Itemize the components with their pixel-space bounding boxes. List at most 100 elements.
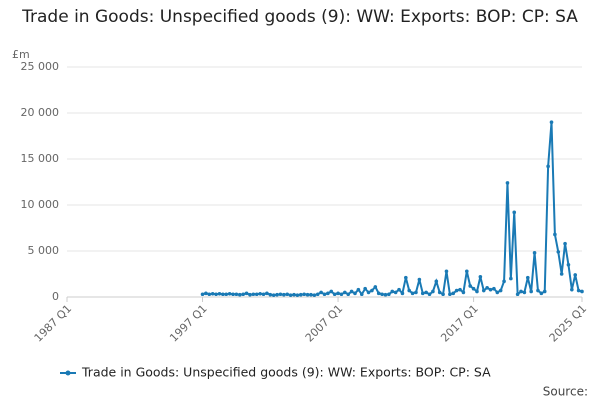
data-point	[536, 288, 540, 293]
data-point	[509, 276, 513, 281]
data-point	[224, 292, 229, 297]
data-point	[485, 286, 489, 290]
data-point	[292, 292, 296, 297]
data-point	[404, 275, 408, 280]
data-point	[204, 291, 208, 296]
data-point	[498, 288, 503, 293]
data-point	[200, 292, 205, 297]
data-point	[478, 274, 483, 279]
data-point	[329, 289, 334, 294]
data-point	[237, 292, 242, 297]
data-point	[241, 292, 245, 297]
y-tick-label: 0	[52, 290, 59, 303]
data-point	[397, 287, 401, 292]
data-point	[400, 291, 405, 296]
data-point	[563, 241, 567, 246]
data-point	[393, 290, 398, 295]
data-point	[441, 292, 445, 297]
data-point	[420, 291, 425, 296]
data-point	[312, 293, 317, 297]
data-point	[495, 290, 500, 295]
data-point	[556, 250, 561, 254]
source: Source:	[543, 385, 588, 399]
x-tick-label: 2017 Q1	[438, 302, 481, 345]
data-point	[234, 292, 239, 297]
data-point	[576, 288, 581, 293]
data-point	[492, 286, 496, 291]
data-point	[481, 288, 486, 293]
data-point	[380, 292, 384, 297]
data-point	[448, 292, 452, 297]
data-point	[227, 291, 232, 296]
data-point	[356, 287, 361, 292]
data-point	[566, 263, 571, 267]
data-point	[373, 285, 378, 289]
y-tick-label: 25 000	[21, 60, 60, 73]
data-point	[221, 292, 225, 297]
data-point	[353, 291, 357, 296]
data-point	[387, 292, 391, 297]
data-point	[573, 273, 578, 277]
data-point	[359, 292, 364, 297]
data-point	[539, 291, 544, 296]
data-point	[454, 288, 459, 293]
data-point	[265, 291, 269, 296]
data-point	[410, 291, 415, 296]
data-point	[298, 292, 303, 297]
x-tick-label: 1997 Q1	[167, 302, 210, 345]
data-point	[302, 292, 306, 297]
data-point	[376, 291, 381, 296]
data-point	[244, 291, 249, 296]
data-point	[414, 290, 418, 295]
data-point	[505, 181, 510, 185]
data-point	[549, 120, 554, 124]
data-point	[525, 275, 530, 280]
data-point	[471, 286, 476, 291]
data-point	[424, 290, 428, 295]
data-point	[214, 292, 218, 297]
data-point	[542, 289, 547, 294]
y-tick-label: 10 000	[21, 198, 60, 211]
data-point	[366, 290, 371, 295]
data-point	[559, 272, 564, 276]
data-point	[343, 290, 347, 295]
data-point	[444, 269, 449, 274]
data-point	[305, 292, 310, 297]
data-point	[315, 292, 320, 297]
data-point	[363, 286, 367, 291]
x-tick-label: 1987 Q1	[32, 302, 75, 345]
data-point	[519, 289, 523, 294]
data-point	[407, 288, 412, 293]
data-point	[319, 290, 323, 295]
data-point	[210, 291, 215, 296]
data-point	[468, 284, 472, 288]
y-tick-label: 5 000	[28, 244, 60, 257]
data-point	[336, 291, 340, 296]
data-point	[383, 292, 388, 297]
data-point	[332, 292, 337, 297]
data-point	[217, 291, 222, 296]
data-point	[532, 251, 537, 255]
data-point	[529, 289, 533, 294]
data-point	[231, 292, 235, 297]
x-tick-label: 2025 Q1	[547, 302, 590, 345]
data-point	[427, 292, 432, 297]
data-point	[580, 289, 584, 294]
data-point	[461, 290, 466, 295]
data-point	[258, 291, 262, 296]
y-tick-label: 15 000	[21, 152, 60, 165]
data-point	[251, 292, 256, 297]
data-point	[488, 287, 493, 292]
data-point	[502, 279, 506, 284]
data-point	[465, 269, 469, 274]
series-line	[202, 122, 583, 297]
data-point	[295, 293, 300, 297]
data-point	[271, 293, 276, 297]
data-point	[309, 292, 313, 297]
data-point	[434, 279, 439, 284]
data-point	[254, 292, 259, 297]
data-point	[288, 293, 293, 297]
data-point	[282, 292, 286, 297]
